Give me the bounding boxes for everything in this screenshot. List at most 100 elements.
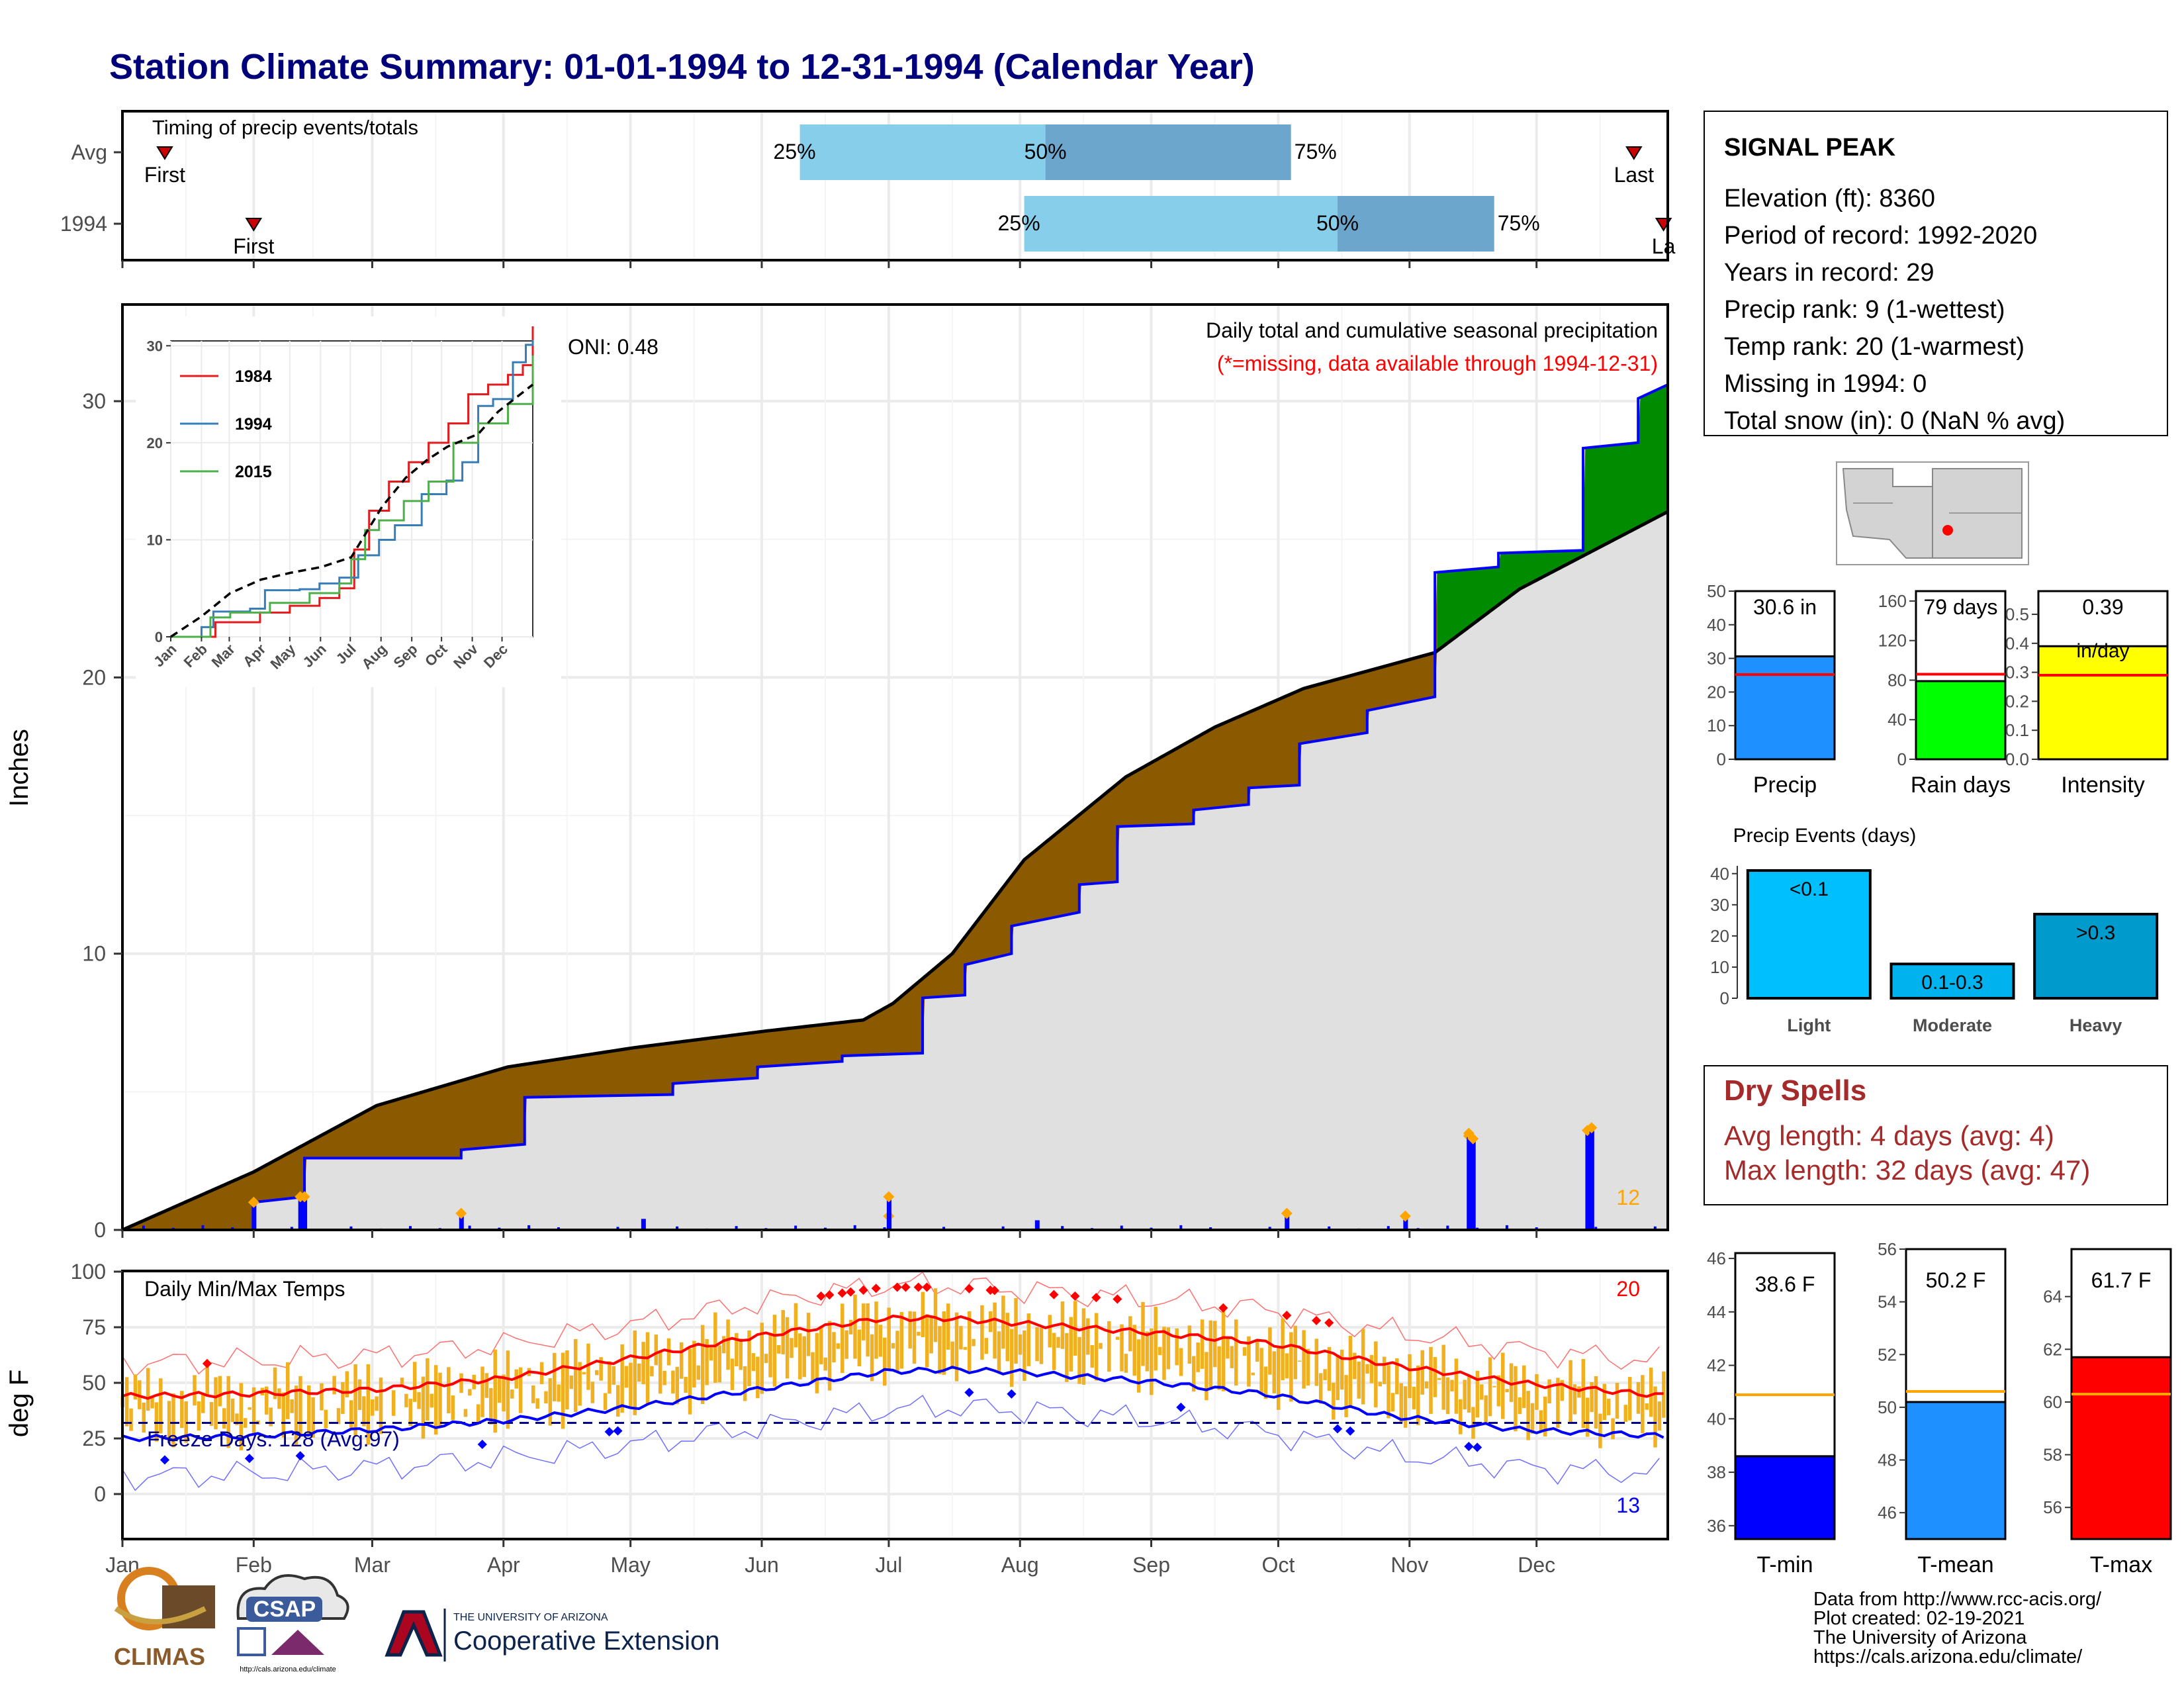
mini-bar-ytick-label: 80 bbox=[1888, 670, 1907, 690]
daily-temp-bar bbox=[375, 1396, 379, 1411]
mini-bar-ytick-label: 0.5 bbox=[2005, 604, 2029, 624]
daily-temp-bar bbox=[917, 1331, 921, 1336]
record-high-marker bbox=[1311, 1315, 1322, 1325]
record-high-marker bbox=[892, 1282, 902, 1292]
mini-bar-ytick-label: 20 bbox=[1707, 682, 1726, 702]
daily-precip-bar bbox=[1034, 1220, 1040, 1230]
station-info-line: Total snow (in): 0 (NaN % avg) bbox=[1724, 407, 2065, 435]
events-ytick-label: 40 bbox=[1710, 864, 1729, 884]
record-high-marker bbox=[1324, 1318, 1334, 1328]
record-high-marker bbox=[1113, 1294, 1122, 1304]
daily-temp-bar bbox=[265, 1386, 269, 1415]
daily-temp-bar bbox=[688, 1348, 692, 1415]
mini-bar-rain-days bbox=[1915, 680, 2007, 761]
temp-ytick-label: 25 bbox=[82, 1427, 106, 1450]
daily-temp-bar bbox=[993, 1302, 997, 1359]
daily-precip-bar bbox=[616, 1227, 619, 1230]
daily-temp-bar bbox=[1662, 1371, 1666, 1418]
daily-temp-bar bbox=[1069, 1317, 1073, 1372]
daily-temp-bar bbox=[1226, 1336, 1230, 1359]
temp-bar-ytick-label: 44 bbox=[1707, 1302, 1726, 1322]
daily-temp-bar bbox=[1154, 1307, 1158, 1371]
temp-bar-t-mean bbox=[1905, 1401, 2007, 1540]
precip-event-marker bbox=[1399, 1210, 1411, 1222]
mini-bar-ytick-label: 120 bbox=[1878, 631, 1907, 651]
daily-temp-bar bbox=[1208, 1320, 1213, 1390]
footer-line: https://cals.arizona.edu/climate/ bbox=[1813, 1646, 2083, 1667]
daily-temp-bar bbox=[700, 1325, 705, 1404]
month-xtick-label: Aug bbox=[1001, 1553, 1039, 1577]
daily-temp-bar bbox=[645, 1332, 650, 1403]
daily-temp-bar bbox=[370, 1399, 375, 1416]
record-high-marker bbox=[989, 1286, 999, 1295]
precip-ytick-label: 10 bbox=[82, 942, 106, 966]
precip-surplus-area bbox=[1437, 385, 1668, 651]
daily-temp-bar bbox=[459, 1373, 463, 1393]
daily-temp-bar bbox=[938, 1326, 942, 1374]
daily-temp-bar bbox=[1378, 1382, 1382, 1387]
daily-temp-bar bbox=[1403, 1386, 1408, 1428]
daily-temp-bar bbox=[1556, 1378, 1560, 1429]
page-title: Station Climate Summary: 01-01-1994 to 1… bbox=[109, 47, 1255, 87]
mini-bar-label: Precip bbox=[1753, 773, 1817, 798]
daily-temp-bar bbox=[853, 1294, 857, 1359]
daily-temp-bar bbox=[1399, 1383, 1403, 1423]
daily-temp-bar bbox=[142, 1402, 146, 1433]
daily-precip-bar bbox=[201, 1225, 205, 1230]
daily-temp-bar bbox=[1492, 1385, 1496, 1387]
daily-temp-bar bbox=[1649, 1368, 1653, 1417]
daily-temp-bar bbox=[1187, 1325, 1192, 1364]
daily-temp-bar bbox=[1441, 1344, 1445, 1410]
temp-ytick-label: 75 bbox=[82, 1315, 106, 1339]
daily-temp-bar bbox=[1060, 1301, 1065, 1349]
temp-bar-label: T-mean bbox=[1917, 1552, 1993, 1577]
station-info-line: Missing in 1994: 0 bbox=[1724, 370, 1927, 398]
events-ytick-label: 20 bbox=[1710, 926, 1729, 946]
daily-temp-bar bbox=[332, 1376, 336, 1395]
last-event-marker bbox=[1625, 146, 1643, 160]
daily-temp-bar bbox=[574, 1338, 578, 1413]
footer: Data from http://www.rcc-acis.org/Plot c… bbox=[114, 1567, 2102, 1673]
daily-temp-bar bbox=[857, 1329, 862, 1367]
daily-precip-bar bbox=[459, 1213, 464, 1230]
daily-temp-bar bbox=[417, 1392, 421, 1409]
daily-temp-bar bbox=[357, 1379, 362, 1410]
daily-temp-bar bbox=[1175, 1328, 1179, 1366]
inset-frame bbox=[170, 340, 533, 637]
daily-temp-bar bbox=[404, 1393, 408, 1407]
precip-count-label: 12 bbox=[1616, 1186, 1640, 1209]
daily-temp-bar bbox=[684, 1376, 688, 1393]
events-category-label: Moderate bbox=[1913, 1015, 1992, 1035]
daily-temp-bar bbox=[1234, 1319, 1238, 1386]
dry-spells-box: Dry Spells Avg length: 4 days (avg: 4) M… bbox=[1704, 1065, 2168, 1205]
daily-temp-bar bbox=[717, 1345, 722, 1383]
last-event-label: Last bbox=[1614, 163, 1655, 187]
daily-temp-bar bbox=[281, 1392, 286, 1438]
inset-legend-label: 1994 bbox=[235, 415, 272, 434]
daily-temp-bar bbox=[1395, 1358, 1399, 1395]
climas-logo: CLIMAS bbox=[114, 1567, 215, 1670]
daily-temp-bar bbox=[1653, 1386, 1657, 1448]
daily-temp-bar bbox=[251, 1387, 256, 1434]
daily-temp-bar bbox=[1437, 1378, 1441, 1380]
temp-panel: 0 25 50 75 100 Daily Min/Max Temps 20 13 Fre… bbox=[5, 1260, 1669, 1577]
daily-temp-bar bbox=[1247, 1336, 1251, 1387]
daily-temp-bar bbox=[531, 1385, 535, 1403]
daily-temp-bar bbox=[320, 1383, 324, 1411]
timing-q75-label: 75% bbox=[1295, 140, 1337, 164]
timing-panel: 25% 50% 75% First Last 25% 50% 75% First La Timin… bbox=[60, 110, 1676, 268]
daily-precip-bar bbox=[1061, 1226, 1064, 1230]
daily-temp-bar bbox=[1259, 1348, 1263, 1394]
daily-temp-bar bbox=[1627, 1377, 1632, 1421]
record-high-marker bbox=[922, 1282, 932, 1292]
daily-temp-bar bbox=[1205, 1352, 1208, 1401]
daily-temp-bar bbox=[1314, 1338, 1319, 1386]
daily-temp-bar bbox=[353, 1364, 357, 1436]
timing-q25-q50-bar bbox=[799, 124, 1046, 180]
daily-precip-bar bbox=[1585, 1130, 1590, 1230]
daily-temp-bar bbox=[811, 1352, 815, 1382]
mini-bar-ytick-label: 40 bbox=[1707, 615, 1726, 635]
station-location-marker bbox=[1942, 525, 1953, 536]
daily-temp-bar bbox=[150, 1397, 154, 1409]
daily-temp-bar bbox=[1543, 1396, 1547, 1437]
